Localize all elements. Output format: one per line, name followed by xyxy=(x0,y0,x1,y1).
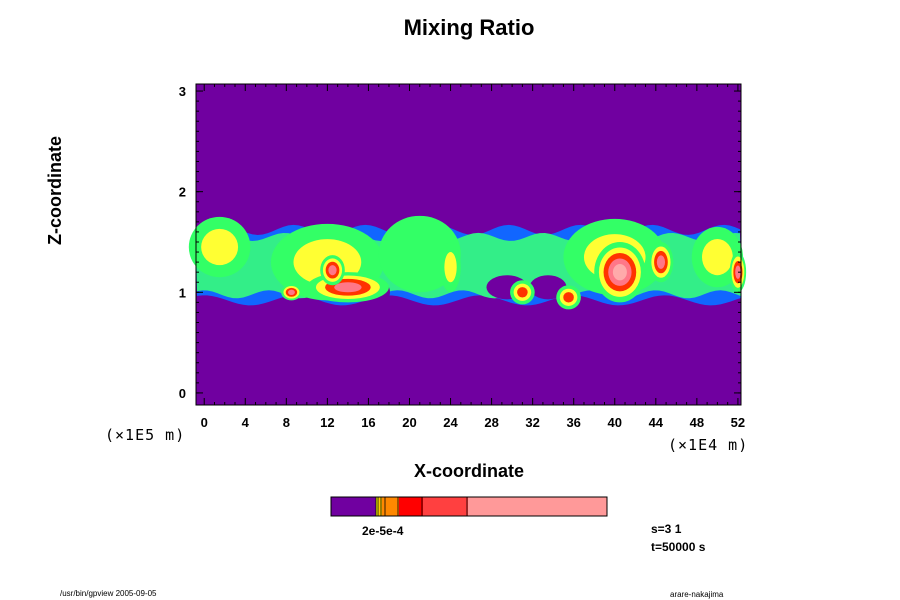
colorbar-segment xyxy=(468,497,607,516)
x-tick-label: 16 xyxy=(361,415,375,430)
x-tick-label: 12 xyxy=(320,415,334,430)
colorbar-segment xyxy=(382,497,386,516)
colorbar-label: 2e-5e-4 xyxy=(362,524,404,538)
y-exponent-label: (×1E5 m) xyxy=(105,426,186,444)
cloud-cell xyxy=(735,265,741,279)
chart-title: Mixing Ratio xyxy=(403,15,535,40)
x-axis-label: X-coordinate xyxy=(413,461,524,481)
cloud-cell xyxy=(288,289,295,295)
info-box: s=3 1 t=50000 s xyxy=(651,520,705,556)
colorbar-segment xyxy=(399,497,423,516)
cloud-cell xyxy=(656,255,666,269)
footer-right: arare-nakajima xyxy=(670,590,724,599)
cloud-cell xyxy=(517,287,528,298)
x-tick-label: 32 xyxy=(525,415,539,430)
x-tick-label: 20 xyxy=(402,415,416,430)
colorbar-segment xyxy=(376,497,378,516)
x-tick-label: 48 xyxy=(690,415,704,430)
colorbar-frame xyxy=(330,496,608,517)
cloud-cell xyxy=(563,292,574,303)
info-s-line: s=3 1 xyxy=(651,522,682,536)
x-tick-label: 24 xyxy=(443,415,458,430)
x-tick-label: 40 xyxy=(608,415,622,430)
cloud-cell xyxy=(378,215,461,293)
footer-left: /usr/bin/gpview 2005-09-05 xyxy=(60,589,157,598)
x-tick-label: 36 xyxy=(566,415,580,430)
cloud-cell xyxy=(444,252,457,283)
colorbar-segment xyxy=(386,497,399,516)
x-tick-label: 52 xyxy=(731,415,745,430)
y-tick-label: 3 xyxy=(179,84,186,99)
x-tick-label: 4 xyxy=(242,415,250,430)
cloud-cell xyxy=(334,282,362,293)
colorbar-segment xyxy=(378,497,382,516)
x-tick-label: 44 xyxy=(649,415,664,430)
cloud-band xyxy=(188,215,747,310)
x-tick-label: 28 xyxy=(484,415,498,430)
x-exponent-label: (×1E4 m) xyxy=(668,436,749,454)
y-tick-label: 0 xyxy=(179,386,186,401)
cloud-cell xyxy=(612,263,627,281)
x-tick-label: 8 xyxy=(283,415,290,430)
cloud-cell xyxy=(328,265,337,276)
y-tick-label: 1 xyxy=(179,285,186,300)
cloud-cell xyxy=(201,228,239,266)
y-axis-label: Z-coordinate xyxy=(45,135,65,245)
plot-frame xyxy=(195,83,742,406)
colorbar-segment xyxy=(331,497,376,516)
cloud-cell xyxy=(701,238,733,276)
y-tick-label: 2 xyxy=(179,185,186,200)
colorbar-segment xyxy=(423,497,468,516)
info-t-line: t=50000 s xyxy=(651,540,706,554)
x-tick-label: 0 xyxy=(201,415,208,430)
